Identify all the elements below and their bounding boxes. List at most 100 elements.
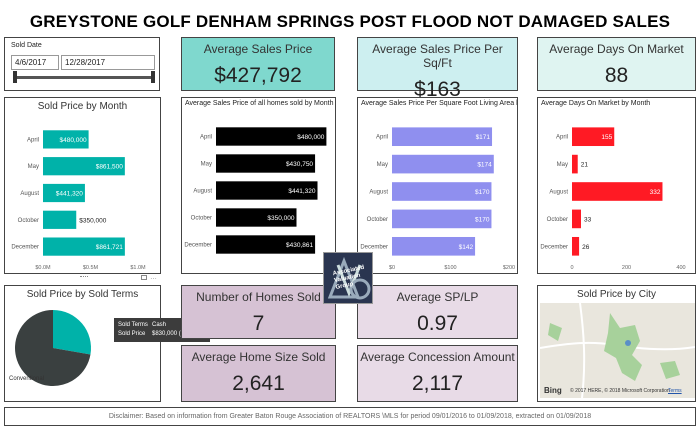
category-label: May (201, 162, 212, 168)
avg-home-size-card: Average Home Size Sold 2,641 (181, 345, 336, 402)
company-logo: Associated Valuation Group (323, 252, 373, 304)
bar (392, 127, 493, 147)
map-terms-link[interactable]: Terms (668, 388, 682, 394)
logo-mark-icon (327, 256, 371, 300)
data-label: $170 (475, 189, 490, 196)
map-canvas[interactable] (540, 303, 695, 398)
avg-concession-card: Average Concession Amount 2,117 (357, 345, 518, 402)
bar (216, 154, 316, 173)
tooltip-key: Sold Price (118, 331, 146, 337)
bar-chart-svg: April $480,000 May $430,750 August $441,320 Oc… (184, 127, 327, 254)
tick-label: $200 (503, 265, 515, 271)
category-label: December (540, 244, 568, 250)
bar (392, 182, 492, 201)
category-label: October (547, 217, 568, 223)
tooltip-value: $830,000 (27.72%) (152, 331, 204, 337)
tick-label: $0.0M (35, 265, 51, 271)
chart-title: Average Sales Price of all homes sold by… (185, 100, 334, 107)
more-options-icon[interactable]: … (150, 274, 157, 281)
bing-logo: Bing (544, 386, 562, 395)
chart-title: Sold Price by Sold Terms (26, 289, 139, 300)
avg-days-market-card: Average Days On Market 88 (537, 37, 696, 91)
disclaimer-bar: Disclaimer: Based on information from Gr… (4, 407, 696, 426)
category-label: May (28, 164, 39, 170)
bar (43, 237, 125, 256)
card-title: Average Sales Price Per Sq/Ft (372, 42, 503, 70)
sold-price-by-month-chart[interactable]: Sold Price by Month April $480,000 May $861… (4, 97, 161, 274)
pie-slice (14, 310, 91, 386)
bar (392, 236, 476, 256)
tick-label: 0 (570, 265, 573, 271)
chart-title: Sold Price by Month (37, 101, 128, 112)
chart-title: Average Days On Market by Month (541, 100, 651, 107)
avg-sp-lp-card: Average SP/LP 0.97 (357, 285, 518, 339)
bar-chart-svg: April $171 May $174 August $170 October $170 Dec… (360, 127, 515, 271)
card-value: 88 (604, 64, 629, 87)
avg-sales-price-card: Average Sales Price $427,792 (181, 37, 335, 91)
card-value: $427,792 (214, 64, 302, 87)
focus-mode-icon[interactable] (141, 275, 147, 280)
category-label: December (360, 244, 388, 250)
card-title: Average Concession Amount (360, 350, 515, 364)
data-label: $170 (475, 216, 490, 223)
data-label: $171 (476, 134, 491, 141)
chart-title: Average Sales Price Per Square Foot Livi… (361, 100, 517, 107)
pie-slice (53, 310, 91, 355)
bar (216, 208, 297, 227)
card-title: Average Home Size Sold (191, 350, 326, 364)
data-label: 26 (582, 244, 590, 251)
range-handle-end[interactable] (151, 71, 155, 83)
card-title: Number of Homes Sold (196, 290, 321, 304)
category-label: August (549, 190, 568, 196)
date-range-track[interactable] (15, 76, 153, 79)
category-label: December (11, 245, 39, 251)
sold-date-slicer: Sold Date 4/6/2017 12/28/2017 (4, 37, 160, 91)
category-label: April (376, 135, 388, 141)
card-value: 2,117 (412, 372, 463, 395)
tooltip-value: Cash (152, 322, 167, 328)
map-credit: © 2017 HERE, © 2018 Microsoft Corporatio… (570, 388, 670, 394)
bar (572, 154, 578, 174)
category-label: May (377, 162, 388, 168)
category-label: October (191, 216, 212, 222)
avg-days-on-market-chart[interactable]: Average Days On Market by Month April 155… (537, 97, 696, 274)
category-label: October (367, 217, 388, 223)
data-label: 33 (584, 216, 592, 223)
start-date-input[interactable]: 4/6/2017 (11, 55, 59, 70)
data-label: $430,750 (286, 161, 313, 168)
range-handle-start[interactable] (13, 71, 17, 83)
category-label: October (18, 218, 39, 224)
tick-label: $0.5M (83, 265, 99, 271)
slice-label: Conventional (9, 376, 44, 382)
card-title: Average Days On Market (549, 42, 684, 56)
slicer-label: Sold Date (11, 42, 42, 49)
tick-label: 400 (676, 265, 685, 271)
category-label: August (369, 190, 388, 196)
avg-sales-price-sqft-card: Average Sales Price Per Sq/Ft $163 (357, 37, 518, 101)
sold-price-by-city-map[interactable]: Sold Price by City Bing © 2017 HERE, © 2… (537, 285, 696, 402)
category-label: April (556, 135, 568, 141)
card-value: 7 (252, 312, 265, 335)
drag-handle-icon[interactable] (80, 276, 88, 278)
bar (216, 181, 318, 200)
bar (43, 210, 77, 229)
data-label: 332 (650, 189, 661, 196)
card-value: $163 (414, 78, 461, 101)
sold-price-by-sold-terms-chart[interactable]: Sold Price by Sold Terms Conventional (4, 285, 161, 402)
data-label: $480,000 (297, 134, 324, 141)
data-label: $350,000 (79, 217, 106, 224)
data-label: $350,000 (267, 215, 294, 222)
avg-sales-price-by-month-chart[interactable]: Average Sales Price of all homes sold by… (181, 97, 336, 274)
end-date-input[interactable]: 12/28/2017 (61, 55, 155, 70)
avg-price-per-sqft-chart[interactable]: Average Sales Price Per Square Foot Livi… (357, 97, 518, 274)
bar (43, 157, 125, 176)
tick-label: $100 (444, 265, 456, 271)
tick-label: $0 (389, 265, 395, 271)
data-label: $441,320 (288, 188, 315, 195)
bar (572, 236, 580, 256)
category-label: May (557, 162, 568, 168)
data-label: $174 (477, 162, 492, 169)
category-label: April (27, 137, 39, 143)
category-label: April (200, 135, 212, 141)
tooltip-key: Sold Terms (118, 322, 148, 328)
